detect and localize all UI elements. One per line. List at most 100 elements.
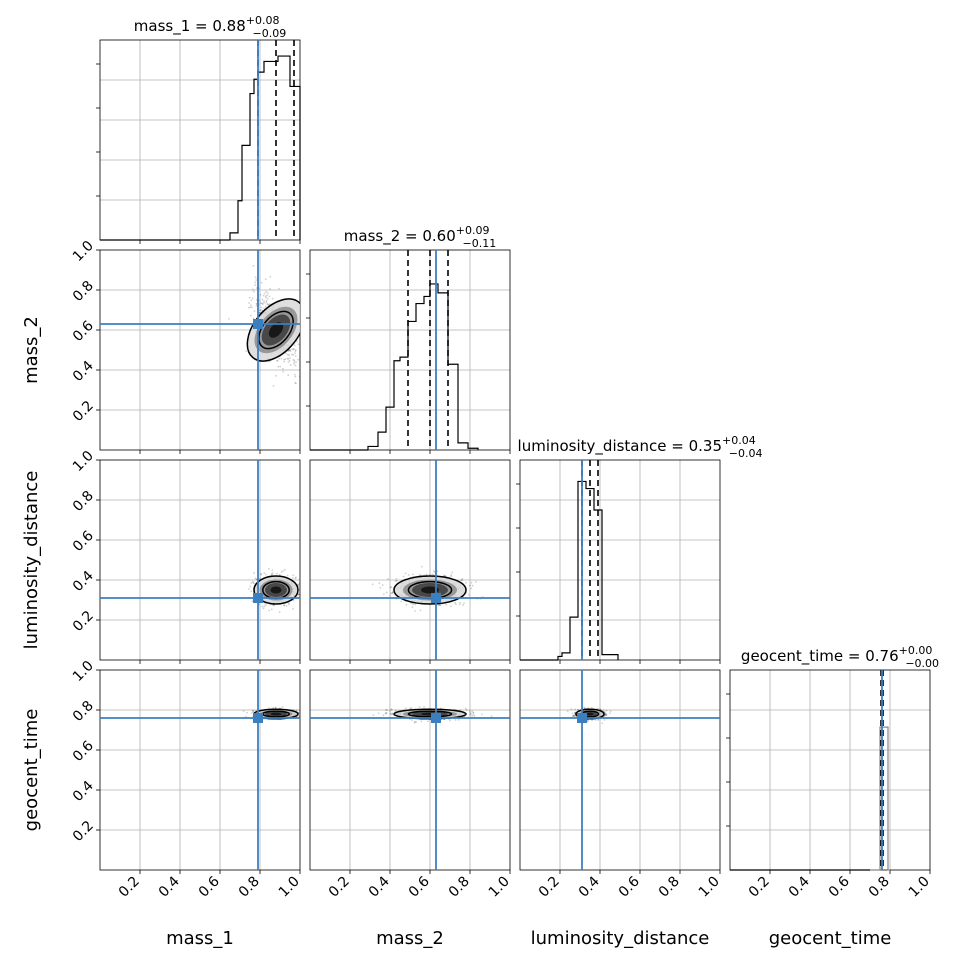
sample-point: [420, 565, 423, 568]
sample-point: [385, 591, 388, 594]
sample-point: [469, 584, 471, 587]
scatter-panel-mass_1-vs-luminosity_distance: 0.2 0.4 0.6 0.8 1.0: [70, 448, 309, 664]
x-tick-label: 0.6: [196, 873, 223, 900]
sample-point: [439, 604, 442, 607]
sample-point: [474, 580, 477, 583]
y-tick-label: 1.0: [70, 448, 97, 475]
sample-point: [293, 361, 296, 363]
sample-point: [400, 600, 403, 603]
contour-line: [253, 575, 299, 605]
sample-point: [295, 361, 297, 364]
sample-point: [391, 712, 394, 715]
sample-point: [286, 574, 289, 577]
sample-point: [251, 600, 254, 603]
sample-point: [250, 314, 252, 317]
sample-point: [480, 713, 483, 716]
sample-point: [386, 709, 388, 712]
sample-point: [254, 281, 257, 284]
x-tick-label: 0.4: [576, 873, 603, 900]
sample-point: [302, 593, 304, 595]
sample-point: [385, 708, 387, 711]
sample-point: [252, 581, 255, 584]
sample-point: [261, 605, 264, 608]
sample-point: [252, 288, 254, 291]
sample-point: [283, 360, 285, 363]
title-median: 0.35: [689, 437, 722, 455]
sample-point: [292, 358, 295, 361]
sample-point: [286, 357, 289, 360]
sample-point: [459, 601, 462, 604]
title-plus: +0.04: [722, 434, 756, 447]
sample-point: [377, 712, 380, 715]
sample-point: [470, 712, 472, 715]
sample-point: [263, 307, 265, 310]
sample-point: [265, 296, 268, 299]
sample-point: [297, 343, 300, 346]
sample-point: [283, 568, 286, 571]
sample-point: [425, 573, 428, 576]
sample-point: [603, 718, 606, 721]
scatter-panel-mass_1-vs-mass_2: 0.2 0.4 0.6 0.8 1.0: [70, 238, 320, 454]
sample-point: [253, 310, 256, 313]
sample-point: [307, 591, 309, 593]
sample-point: [402, 575, 405, 578]
x-tick-label: 0.8: [446, 874, 473, 901]
sample-point: [303, 589, 305, 591]
sample-point: [277, 365, 280, 368]
scatter-cloud: [228, 264, 320, 387]
sample-point: [263, 292, 266, 295]
panel-title-mass_1: mass_1 = 0.88+0.08 −0.09: [134, 14, 286, 40]
histogram-step-line: [367, 283, 479, 450]
sample-point: [318, 366, 320, 368]
sample-point: [278, 611, 281, 614]
y-tick-label: 0.4: [70, 778, 97, 805]
sample-point: [389, 586, 392, 589]
sample-point: [372, 714, 375, 717]
scatter-panel-luminosity_distance-vs-geocent_time: 0.2 0.4 0.6 0.8 1.0: [519, 669, 723, 901]
title-minus: −0.09: [253, 27, 287, 40]
title-equals: =: [843, 647, 865, 665]
sample-point: [471, 710, 474, 713]
y-axis-label-mass_2: mass_2: [21, 316, 42, 384]
sample-point: [268, 295, 271, 298]
sample-point: [571, 712, 574, 715]
x-axis-label-luminosity_distance: luminosity_distance: [531, 928, 710, 949]
sample-point: [248, 296, 251, 299]
contour-line: [393, 575, 467, 605]
sample-point: [254, 284, 257, 286]
y-tick-label: 0.2: [70, 398, 97, 425]
sample-point: [269, 275, 272, 278]
sample-point: [253, 290, 255, 293]
sample-point: [604, 714, 607, 717]
sample-point: [461, 578, 464, 580]
sample-point: [289, 364, 292, 366]
sample-point: [293, 359, 296, 362]
sample-point: [590, 706, 593, 709]
sample-point: [566, 710, 569, 713]
title-equals: =: [190, 17, 212, 35]
sample-point: [290, 353, 293, 356]
sample-point: [260, 281, 263, 284]
sample-point: [266, 294, 268, 297]
sample-point: [458, 603, 461, 605]
sample-point: [267, 567, 270, 570]
density-level: [270, 586, 282, 594]
y-tick-label: 0.4: [70, 358, 97, 385]
sample-point: [272, 384, 275, 387]
x-tick-label: 1.0: [696, 874, 723, 901]
sample-point: [304, 357, 306, 359]
sample-point: [266, 303, 268, 305]
sample-point: [265, 290, 268, 293]
sample-point: [468, 710, 471, 712]
sample-point: [268, 360, 271, 363]
sample-point: [304, 715, 306, 717]
sample-point: [262, 607, 265, 610]
x-tick-label: 0.4: [156, 873, 183, 900]
x-tick-label: 0.8: [236, 874, 263, 901]
sample-point: [268, 303, 271, 306]
sample-point: [294, 373, 296, 376]
sample-point: [411, 719, 414, 722]
sample-point: [410, 707, 413, 710]
sample-point: [454, 601, 457, 604]
y-axis-label-luminosity_distance: luminosity_distance: [21, 471, 42, 650]
